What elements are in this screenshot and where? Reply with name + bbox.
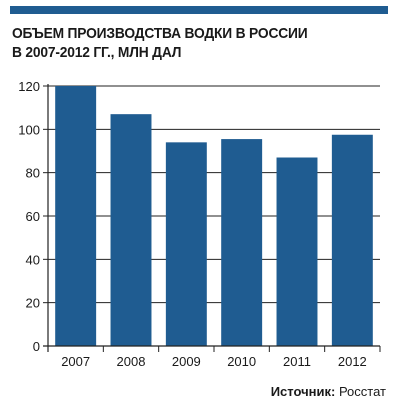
x-tick-label: 2007 (61, 354, 90, 369)
x-tick-label: 2008 (117, 354, 146, 369)
y-tick-label: 60 (26, 209, 40, 224)
y-tick-label: 120 (18, 79, 40, 94)
tick-labels: 0 20 40 60 80 100 120 2007 2008 2009 2010 2011 2012 (18, 79, 366, 369)
bar-2010 (221, 139, 263, 346)
source-label: Источник: (270, 384, 336, 399)
chart-title: ОБЪЕМ ПРОИЗВОДСТВА ВОДКИ В РОССИИ В 2007… (12, 24, 352, 62)
bar-2011 (276, 157, 318, 346)
chart-title-line-1: ОБЪЕМ ПРОИЗВОДСТВА ВОДКИ В РОССИИ (12, 25, 308, 42)
y-tick-label: 80 (26, 166, 40, 181)
source-value: Росстат (338, 384, 386, 399)
bar-2009 (165, 142, 207, 346)
x-tick-label: 2012 (338, 354, 367, 369)
y-tick-label: 20 (26, 296, 40, 311)
y-tick-label: 100 (18, 122, 40, 137)
bars (55, 86, 373, 347)
y-tick-label: 40 (26, 252, 40, 267)
bar-2012 (331, 134, 373, 346)
x-tick-label: 2010 (227, 354, 256, 369)
header-accent-bar (10, 6, 388, 14)
chart-title-line-2: В 2007-2012 ГГ., МЛН ДАЛ (12, 44, 182, 61)
x-tick-label: 2009 (172, 354, 201, 369)
bar-2008 (110, 114, 152, 347)
x-tick-label: 2011 (283, 354, 311, 369)
bar-2007 (55, 86, 97, 346)
gridlines (48, 85, 380, 304)
y-tick-label: 0 (33, 339, 40, 354)
axes (43, 84, 381, 352)
source-note: Источник: Росстат (271, 384, 386, 399)
